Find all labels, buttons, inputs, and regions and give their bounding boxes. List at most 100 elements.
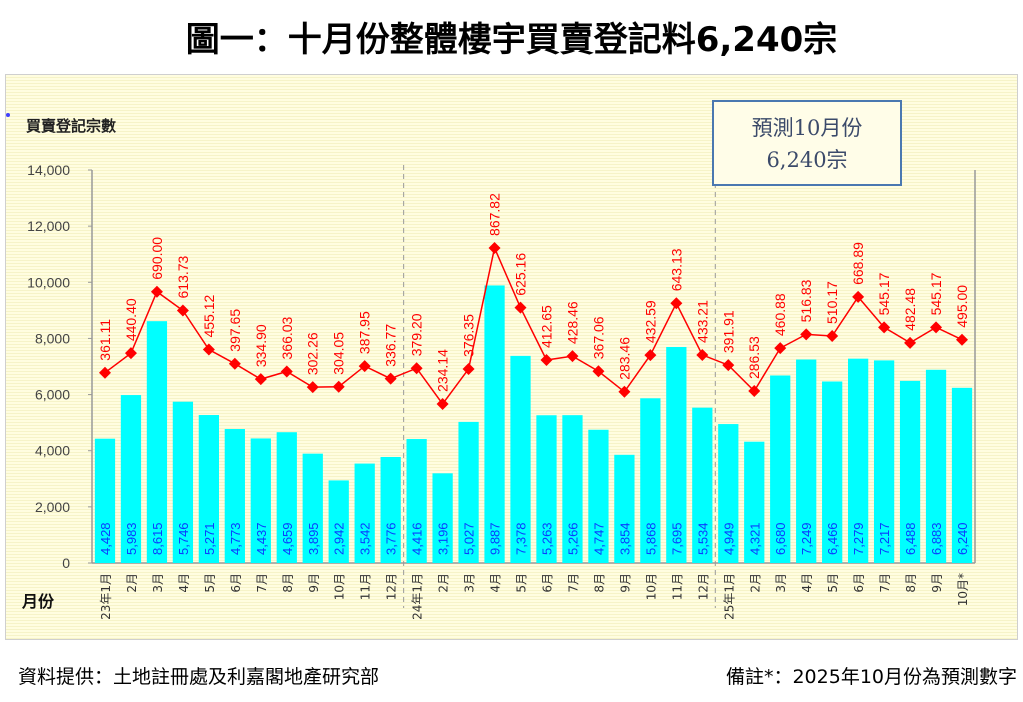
line-marker: [930, 321, 943, 334]
bar-value-label: 7,249: [799, 522, 814, 555]
line-value-label: 643.13: [668, 248, 684, 291]
line-value-label: 391.91: [720, 310, 736, 353]
bar-value-label: 5,868: [643, 522, 658, 555]
x-tick-labels: 23年1月 2月 3月 4月 5月 6月 7月 8月 9月 10月 11月 12月 24年1月 2月 3月 4…: [99, 573, 970, 620]
line-value-label: 387.95: [357, 311, 373, 354]
bar: [718, 424, 739, 563]
line-value-label: 690.00: [149, 237, 165, 280]
x-tick-label: 8月: [592, 573, 606, 593]
line-marker: [592, 365, 605, 378]
bar: [432, 473, 453, 563]
bars: [94, 285, 973, 563]
x-tick-label: 9月: [618, 573, 632, 593]
bar-value-label: 6,883: [929, 522, 944, 555]
bar-value-label: 3,542: [358, 522, 373, 555]
line-marker: [722, 359, 735, 372]
bar-value-label: 4,659: [280, 522, 295, 555]
bar: [744, 441, 765, 563]
bar: [224, 429, 245, 563]
bar-value-label: 5,263: [539, 522, 554, 555]
line-marker: [306, 381, 319, 394]
bar-value-label: 5,027: [462, 522, 477, 555]
line-value-label: 440.40: [123, 298, 139, 341]
x-tick-label: 9月: [930, 573, 944, 593]
bar-value-label: 6,680: [773, 522, 788, 555]
line-value-label: 428.46: [564, 301, 580, 344]
bar-value-label: 2,942: [332, 522, 347, 555]
bar-value-label: 4,437: [254, 522, 269, 555]
line-marker: [228, 357, 241, 370]
bar: [198, 415, 219, 563]
bar: [873, 360, 895, 563]
line-value-label: 367.06: [590, 316, 606, 359]
x-tick-label: 10月: [644, 573, 658, 600]
bar-value-label: 3,776: [384, 522, 399, 555]
x-tick-label: 8月: [281, 573, 295, 593]
x-axis-title: 月份: [21, 592, 55, 611]
bar: [796, 359, 817, 563]
bar-value-label: 9,887: [488, 522, 503, 555]
line-value-label: 613.73: [175, 255, 191, 298]
x-tick-label: 8月: [904, 573, 918, 593]
x-tick-label: 4月: [489, 573, 503, 593]
line-value-label: 510.17: [824, 281, 840, 324]
x-tick-label: 11月: [359, 573, 373, 600]
x-tick-label: 6月: [540, 573, 554, 593]
bar: [172, 401, 194, 563]
line-marker: [540, 354, 553, 367]
y-tick-label: 6,000: [35, 387, 70, 403]
x-tick-label: 2月: [748, 573, 762, 593]
bar: [588, 429, 609, 563]
x-tick-label: 3月: [151, 573, 165, 593]
line-marker: [852, 290, 865, 303]
forecast-note: 備註*：2025年10月份為預測數字: [725, 666, 1017, 688]
bar: [510, 355, 531, 563]
x-tick-label: 4月: [177, 573, 191, 593]
bar-value-label: 6,240: [955, 522, 970, 555]
bar-value-label: 7,279: [851, 522, 866, 555]
bar: [562, 415, 583, 563]
bar: [666, 346, 687, 563]
line-marker: [670, 297, 683, 310]
bar-value-label: 7,378: [514, 522, 529, 555]
x-tick-label: 4月: [800, 573, 814, 593]
line-marker: [826, 329, 839, 342]
x-tick-label: 7月: [878, 573, 892, 593]
x-tick-label: 25年1月: [722, 573, 736, 620]
bar-value-label: 7,217: [877, 522, 892, 555]
x-tick-label: 5月: [826, 573, 840, 593]
bar: [302, 453, 323, 563]
line-value-label: 516.83: [798, 279, 814, 322]
line-value-label: 379.20: [409, 313, 425, 356]
bar: [614, 454, 635, 563]
line-value-label: 361.11: [97, 319, 113, 361]
x-tick-label: 3月: [774, 573, 788, 593]
bar-value-label: 7,695: [669, 522, 684, 555]
line-marker: [774, 342, 787, 355]
line-value-label: 545.17: [876, 272, 892, 315]
bar-value-label: 4,949: [721, 522, 736, 555]
x-tick-label: 2月: [125, 573, 139, 593]
bar: [951, 387, 973, 563]
line-marker: [462, 362, 475, 375]
x-tick-label: 6月: [852, 573, 866, 593]
line-value-label: 460.88: [772, 293, 788, 336]
callout-line1: 預測10月份: [751, 116, 863, 140]
bar-value-label: 4,428: [98, 522, 113, 555]
bar: [276, 432, 297, 563]
x-tick-label: 5月: [515, 573, 529, 593]
bar: [640, 398, 661, 563]
line-marker: [618, 385, 631, 398]
y-tick-label: 4,000: [35, 443, 70, 459]
y-tick-label: 10,000: [27, 274, 70, 290]
line-marker: [514, 301, 527, 314]
line-marker: [124, 347, 137, 360]
line-value-label: 366.03: [279, 316, 295, 359]
bar-value-label: 5,983: [124, 522, 139, 555]
bar-value-label: 4,773: [228, 522, 243, 555]
line-value-label: 412.65: [538, 305, 554, 348]
bar: [94, 438, 116, 563]
x-tick-label: 10月: [333, 573, 347, 600]
line-marker: [436, 397, 449, 410]
line-value-label: 397.65: [227, 309, 243, 352]
